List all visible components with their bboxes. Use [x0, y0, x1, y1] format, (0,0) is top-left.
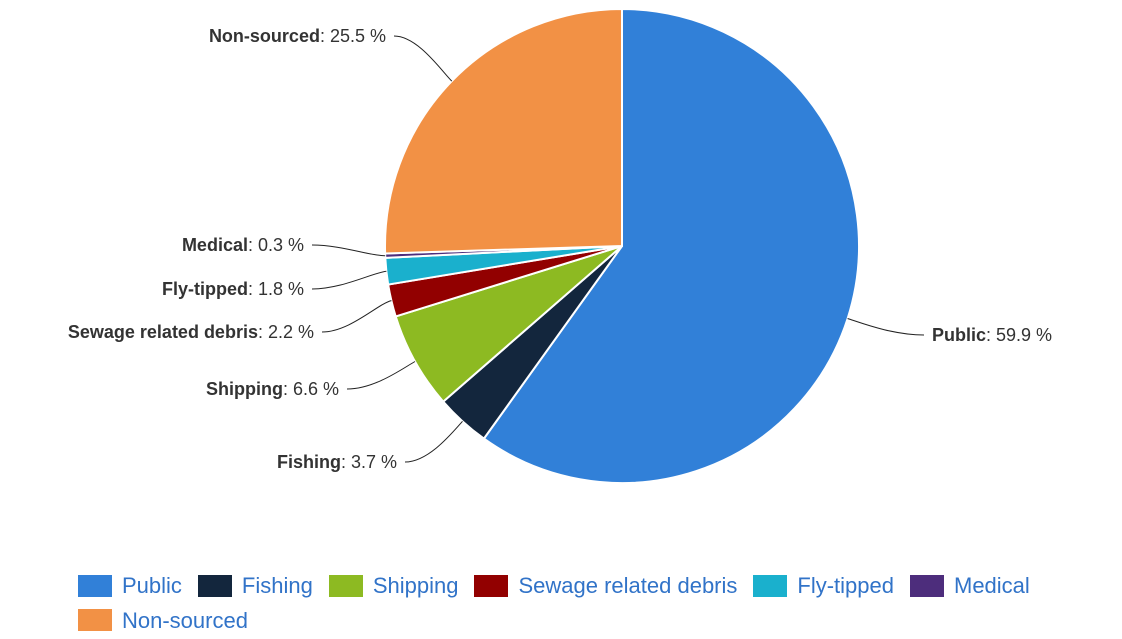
connector-non-sourced [393, 35, 453, 82]
data-labels: Public: 59.9 % Fishing: 3.7 % Shipping: 6.… [68, 26, 1052, 472]
legend-swatch [197, 574, 232, 597]
data-label-public: Public: 59.9 % [932, 325, 1052, 345]
legend-swatch [910, 574, 944, 597]
legend: Public Fishing Shipping Sewage related debr… [78, 570, 1122, 639]
legend-swatch [78, 609, 112, 631]
connector-fly-tipped [311, 270, 387, 290]
legend-item-fishing[interactable]: Fishing [197, 570, 313, 601]
legend-swatch [753, 574, 788, 597]
legend-label: Fly-tipped [797, 573, 894, 598]
pie-chart: Public: 59.9 % Fishing: 3.7 % Shipping: 6.… [68, 8, 1052, 484]
legend-label: Fishing [241, 573, 313, 598]
legend-label: Public [122, 573, 182, 598]
legend-item-fly-tipped[interactable]: Fly-tipped [753, 570, 894, 601]
legend-item-sewage-related-debris[interactable]: Sewage related debris [474, 570, 737, 601]
legend-swatch [78, 574, 112, 597]
data-label-sewage-related-debris: Sewage related debris: 2.2 % [68, 322, 314, 342]
legend-swatch [328, 574, 363, 597]
data-label-medical: Medical: 0.3 % [182, 235, 304, 255]
legend-item-non-sourced[interactable]: Non-sourced [78, 605, 248, 636]
legend-item-shipping[interactable]: Shipping [328, 570, 459, 601]
connector-medical [311, 244, 386, 257]
connector-fishing [404, 420, 463, 463]
connector-public [847, 318, 925, 336]
legend-swatch [474, 574, 509, 597]
legend-label: Non-sourced [122, 607, 248, 633]
slice-non-sourced[interactable] [384, 8, 623, 255]
legend-item-medical[interactable]: Medical [910, 570, 1030, 601]
data-label-fishing: Fishing: 3.7 % [277, 452, 397, 472]
data-label-fly-tipped: Fly-tipped: 1.8 % [162, 279, 304, 299]
legend-label: Sewage related debris [518, 573, 738, 598]
connector-shipping [346, 361, 416, 390]
legend-label: Medical [954, 573, 1030, 598]
data-label-non-sourced: Non-sourced: 25.5 % [209, 26, 386, 46]
pie-slices [384, 8, 860, 484]
connector-sewage-related-debris [321, 300, 392, 333]
data-label-shipping: Shipping: 6.6 % [206, 379, 339, 399]
legend-item-public[interactable]: Public [78, 570, 182, 601]
legend-label: Shipping [372, 573, 459, 598]
